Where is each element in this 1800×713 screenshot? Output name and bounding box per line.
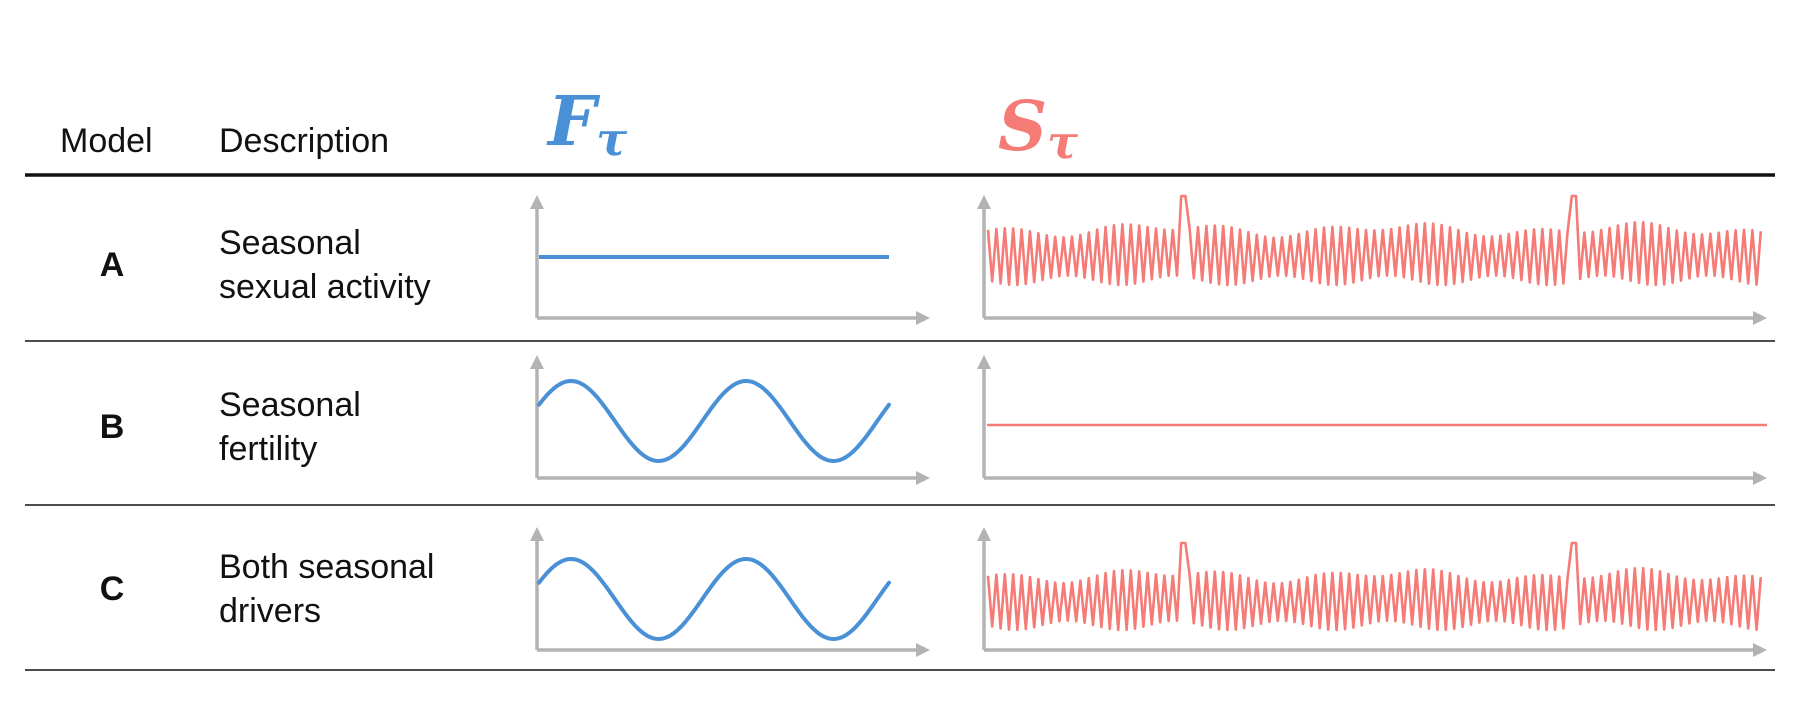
row-b-fertility-axes [530,355,930,485]
f-tau-header: Fτ [546,82,627,166]
row-c-description-line-1: Both seasonal [219,548,435,586]
row-c-sexual-activity-axes-x-arrowhead [1753,643,1767,657]
row-c: C Both seasonal drivers [100,527,1767,657]
row-c-fertility-sine-curve [537,556,891,642]
row-a-sexual-activity-axes-x-arrowhead [1753,311,1767,325]
row-label-b: B [100,408,125,446]
row-c-sexual-activity-axes-y-arrowhead [977,527,991,541]
row-b-fertility-sine-curve [537,378,891,464]
row-a-description-line-2: sexual activity [219,268,431,306]
row-b-description-line-2: fertility [219,430,317,468]
row-label-a: A [100,246,125,284]
row-c-fertility-axes [530,527,930,657]
row-c-sexual-activity-oscillation [986,541,1763,632]
row-b-sexual-activity-axes [977,355,1767,485]
row-a-description-line-1: Seasonal [219,224,361,262]
row-a-sexual-activity-oscillation [986,194,1763,287]
row-c-fertility-axes-y-arrowhead [530,527,544,541]
row-a: A Seasonal sexual activity [100,194,1767,325]
row-b-sexual-activity-axes-x-arrowhead [1753,471,1767,485]
row-a-sexual-activity-axes [977,195,1767,325]
s-tau-header: Sτ [998,87,1078,169]
f-symbol: F [546,82,601,162]
row-c-description-line-2: drivers [219,592,321,630]
description-column-header: Description [219,122,389,160]
row-a-fertility-axes-x-arrowhead [916,311,930,325]
s-subscript: τ [1047,115,1078,169]
row-b: B Seasonal fertility [100,355,1767,485]
row-b-fertility-axes-y-arrowhead [530,355,544,369]
row-label-c: C [100,570,125,608]
row-a-fertility-axes [530,195,930,325]
row-c-fertility-axes-x-arrowhead [916,643,930,657]
row-b-sexual-activity-axes-y-arrowhead [977,355,991,369]
f-subscript: τ [596,112,627,166]
s-symbol: S [998,87,1047,167]
row-a-fertility-axes-y-arrowhead [530,195,544,209]
row-b-fertility-axes-x-arrowhead [916,471,930,485]
model-column-header: Model [60,122,153,160]
row-c-sexual-activity-axes [977,527,1767,657]
row-b-description-line-1: Seasonal [219,386,361,424]
row-a-sexual-activity-axes-y-arrowhead [977,195,991,209]
